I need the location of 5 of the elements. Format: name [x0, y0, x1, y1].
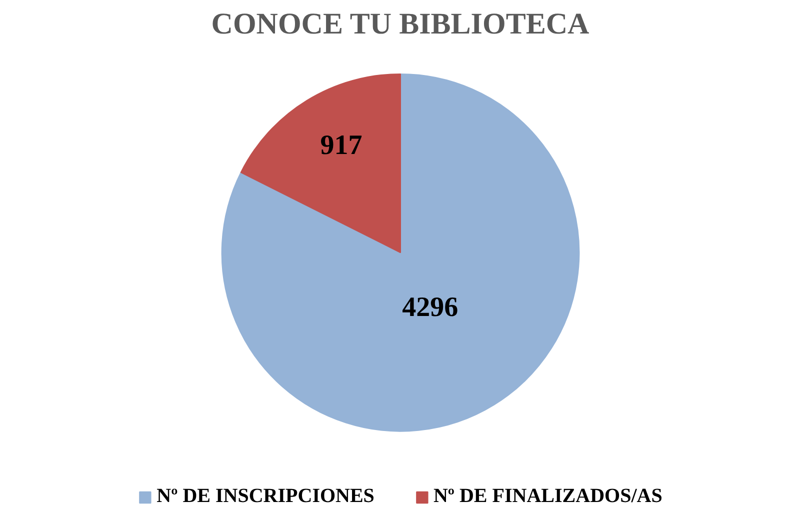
data-label: 4296 [402, 292, 458, 324]
chart-title: CONOCE TU BIBLIOTECA [211, 8, 590, 40]
data-label: 917 [320, 130, 362, 162]
legend-label: Nº DE INSCRIPCIONES [156, 485, 374, 508]
legend-label: Nº DE FINALIZADOS/AS [433, 485, 662, 508]
